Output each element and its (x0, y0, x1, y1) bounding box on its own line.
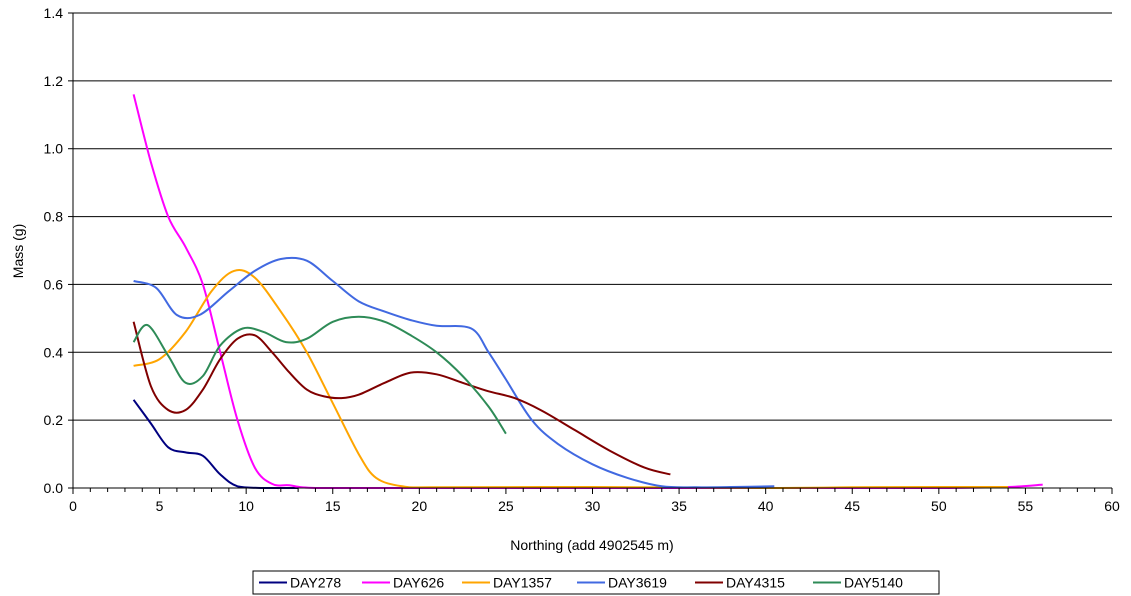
x-tick-label: 20 (412, 498, 428, 514)
y-axis-title: Mass (g) (10, 224, 26, 278)
y-tick-label: 0.0 (44, 480, 64, 496)
x-tick-label: 25 (498, 498, 514, 514)
legend-label: DAY3619 (608, 575, 667, 591)
y-tick-label: 1.4 (44, 5, 64, 21)
y-tick-label: 0.8 (44, 209, 64, 225)
legend-label: DAY1357 (493, 575, 552, 591)
x-axis-title: Northing (add 4902545 m) (510, 537, 673, 553)
x-tick-label: 10 (238, 498, 254, 514)
y-tick-label: 1.2 (44, 73, 64, 89)
x-tick-label: 50 (931, 498, 947, 514)
x-tick-label: 0 (69, 498, 77, 514)
x-tick-label: 40 (758, 498, 774, 514)
series-line-day5140 (132, 315, 507, 435)
legend-label: DAY5140 (844, 575, 903, 591)
axes (68, 12, 1113, 494)
y-tick-label: 0.4 (44, 344, 64, 360)
y-tick-label: 1.0 (44, 141, 64, 157)
x-tick-label: 30 (585, 498, 601, 514)
tick-labels: 0.0 0.2 0.4 0.6 0.8 1.0 1.2 1.4 0 5 10 15 20 25 30 35 40… (44, 5, 1120, 514)
x-tick-label: 5 (156, 498, 164, 514)
legend: DAY278 DAY626 DAY1357 DAY3619 DAY4315 DAY5140 (252, 570, 940, 595)
series-line-day4315 (132, 321, 671, 476)
plot-area (73, 13, 1112, 488)
x-tick-label: 55 (1018, 498, 1034, 514)
x-tick-label: 45 (844, 498, 860, 514)
x-tick-label: 35 (671, 498, 687, 514)
x-tick-label: 15 (325, 498, 341, 514)
series-line-day3619 (133, 256, 775, 489)
x-tick-label: 60 (1104, 498, 1120, 514)
legend-label: DAY278 (290, 575, 341, 591)
legend-label: DAY4315 (726, 575, 785, 591)
legend-label: DAY626 (393, 575, 444, 591)
y-tick-label: 0.2 (44, 412, 64, 428)
gridlines (73, 12, 1112, 421)
y-tick-label: 0.6 (44, 276, 64, 292)
